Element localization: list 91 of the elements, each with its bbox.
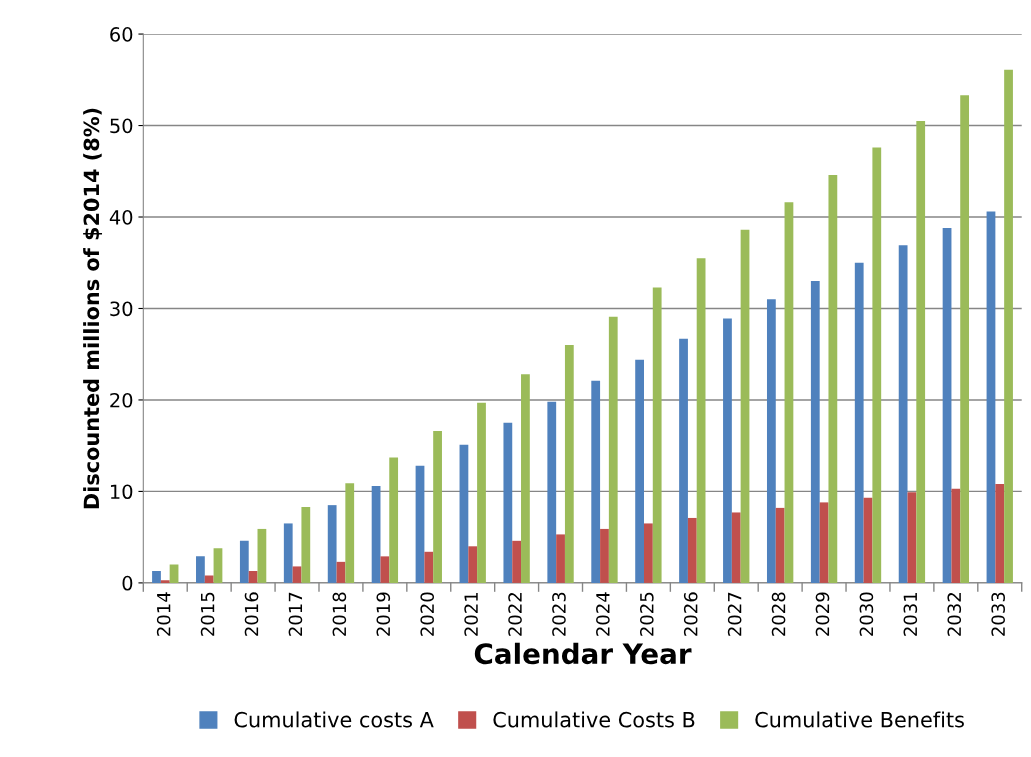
x-tick-label: 2025 <box>639 592 654 636</box>
bar <box>635 359 644 583</box>
x-tick-label: 2019 <box>376 592 391 636</box>
x-tick-label: 2014 <box>156 592 171 636</box>
bar <box>608 316 618 583</box>
bar <box>986 211 996 583</box>
bar <box>196 556 205 583</box>
y-tick-label: 30 <box>110 301 133 317</box>
x-tick-label: 2024 <box>596 592 610 636</box>
bar <box>503 422 513 583</box>
bar <box>336 561 346 583</box>
bar <box>301 506 311 583</box>
x-tick-label: 2016 <box>244 592 259 636</box>
x-tick-label: 2028 <box>771 592 786 636</box>
x-tick-label: 2020 <box>420 592 435 636</box>
bar <box>380 556 390 583</box>
bar <box>766 299 776 583</box>
bar <box>424 551 434 583</box>
bar <box>775 507 785 583</box>
bar <box>477 402 486 583</box>
bar <box>547 401 557 583</box>
bar <box>213 548 223 583</box>
bar <box>239 540 249 583</box>
bar <box>995 484 1005 583</box>
y-tick-label: 20 <box>110 392 133 408</box>
x-tick-label: 2033 <box>991 592 1005 636</box>
bar <box>819 502 829 583</box>
x-axis-title: Calendar Year <box>474 642 692 665</box>
bar <box>951 488 961 583</box>
y-axis-title: Discounted millions of $2014 (8%) <box>83 108 103 509</box>
y-tick-label: 40 <box>109 209 133 225</box>
bar <box>257 528 267 583</box>
bar <box>1004 69 1013 583</box>
x-tick-label: 2026 <box>683 592 698 636</box>
bar <box>784 202 794 583</box>
bar <box>204 575 214 583</box>
bar <box>459 444 469 583</box>
bar <box>371 485 381 583</box>
bar <box>327 505 337 583</box>
bar <box>468 546 478 583</box>
bar <box>521 374 530 583</box>
bar <box>740 229 750 583</box>
bar <box>160 580 170 583</box>
legend-label: Cumulative Costs B <box>493 711 695 728</box>
bar <box>345 483 355 583</box>
bar <box>600 528 609 583</box>
x-tick-label: 2017 <box>288 592 303 636</box>
bar <box>564 345 574 583</box>
bar <box>415 465 425 583</box>
bar <box>652 287 662 583</box>
bar <box>731 512 741 583</box>
bar <box>942 227 952 583</box>
legend-label: Cumulative Benefits <box>755 711 964 728</box>
bar <box>872 147 882 583</box>
bar <box>152 571 161 583</box>
legend-label: Cumulative costs A <box>234 711 434 728</box>
x-tick-label: 2015 <box>200 592 215 636</box>
y-tick-label: 60 <box>110 27 133 42</box>
bar <box>248 571 258 583</box>
bar <box>898 245 908 583</box>
y-tick-label: 50 <box>110 118 133 134</box>
bar <box>512 540 522 583</box>
bar <box>687 517 697 583</box>
x-tick-label: 2021 <box>464 592 478 636</box>
bar <box>828 174 838 583</box>
x-tick-label: 2018 <box>332 592 347 636</box>
bar <box>907 492 917 583</box>
bar <box>723 318 732 583</box>
bar <box>916 120 926 583</box>
bar <box>810 281 820 583</box>
y-tick-label: 0 <box>122 575 133 591</box>
bar <box>556 534 565 583</box>
x-tick-label: 2029 <box>815 592 830 636</box>
x-tick-label: 2030 <box>859 592 874 636</box>
bar <box>863 497 873 583</box>
x-tick-label: 2022 <box>508 593 522 636</box>
bar <box>679 338 688 583</box>
bar <box>433 431 442 583</box>
bar <box>591 380 601 583</box>
x-tick-label: 2027 <box>727 592 742 636</box>
x-tick-label: 2032 <box>947 593 962 636</box>
bar <box>292 566 302 583</box>
x-tick-label: 2023 <box>552 592 566 636</box>
bar <box>854 262 864 583</box>
bar <box>389 457 399 583</box>
y-tick-label: 10 <box>110 484 133 500</box>
x-tick-label: 2031 <box>903 592 918 636</box>
bar <box>960 95 970 583</box>
bar <box>696 258 706 583</box>
bar <box>283 523 293 583</box>
bar <box>644 523 653 583</box>
